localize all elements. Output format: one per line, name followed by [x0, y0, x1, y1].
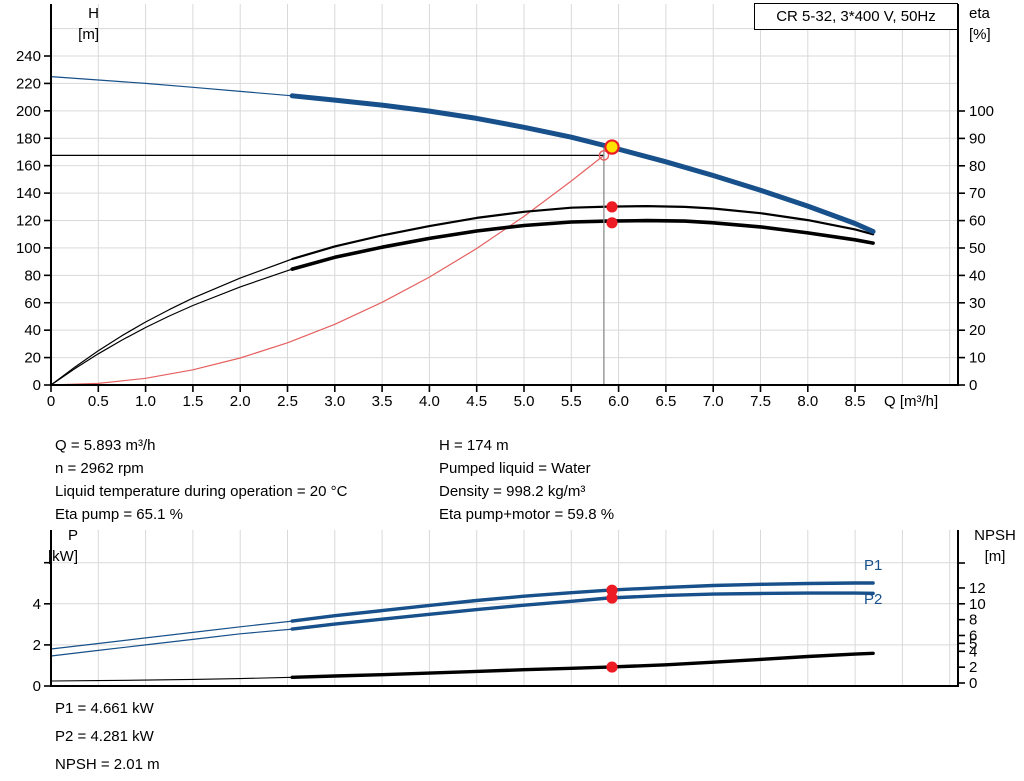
info-n: n = 2962 rpm [55, 460, 144, 477]
eta-pump-curve [291, 205, 875, 261]
qh-eta-chart-right-tick-label: 60 [969, 213, 986, 230]
p1-curve-thin [50, 620, 293, 650]
qh-eta-chart-x-tick-label: 5.5 [561, 393, 582, 410]
qh-eta-chart-x-tick-label: 0.5 [88, 393, 109, 410]
duty-point [604, 139, 620, 155]
power-npsh-chart-left-tick-label: 0 [33, 678, 41, 695]
info-eta-pump: Eta pump = 65.1 % [55, 506, 183, 523]
info-npsh: NPSH = 2.01 m [55, 756, 160, 773]
info-h: H = 174 m [439, 437, 509, 454]
power-npsh-chart-right-tick-label: 5 [969, 635, 977, 652]
qh-eta-chart-x-tick-label: 7.0 [703, 393, 724, 410]
npsh-duty-dot [606, 661, 618, 673]
qh-eta-chart-x-tick-label: 5.0 [514, 393, 535, 410]
qh-eta-chart-left-tick-label: 240 [16, 48, 41, 65]
power-npsh-chart-right-tick-label: 4 [969, 643, 977, 660]
qh-eta-chart-x-tick-label: 6.5 [655, 393, 676, 410]
p2-curve-thin [50, 628, 293, 657]
eta-axis-label: eta [%] [969, 5, 991, 43]
eta-motor-curve [290, 218, 875, 271]
q-axis-label: Q [m³/h] [884, 393, 939, 410]
power-npsh-chart-right-tick-label: 12 [969, 580, 986, 597]
hq-curve-thin [50, 76, 293, 97]
qh-eta-chart-x-tick-label: 1.0 [135, 393, 156, 410]
p2-curve-label: P2 [864, 591, 883, 608]
qh-eta-chart-right-tick-label: 10 [969, 350, 986, 367]
qh-eta-chart-x-tick-label: 6.0 [608, 393, 629, 410]
qh-eta-chart-right-tick-label: 0 [969, 377, 977, 394]
p1-duty-dot [606, 584, 618, 596]
qh-eta-chart-left-tick-label: 220 [16, 75, 41, 92]
qh-eta-chart-x-tick-label: 0 [47, 393, 55, 410]
qh-eta-chart-x-tick-label: 4.5 [466, 393, 487, 410]
qh-eta-chart-left-tick-label: 180 [16, 130, 41, 147]
qh-eta-chart-right-tick-label: 80 [969, 158, 986, 175]
power-npsh-chart-right-tick-label: 2 [969, 659, 977, 676]
qh-eta-chart-x-tick-label: 1.5 [182, 393, 203, 410]
qh-eta-chart-right-tick-label: 90 [969, 130, 986, 147]
npsh-curve-thin [50, 676, 293, 682]
info-p2: P2 = 4.281 kW [55, 728, 154, 745]
qh-eta-chart-right-tick-label: 20 [969, 322, 986, 339]
qh-eta-chart-right-tick-label: 30 [969, 295, 986, 312]
h-axis-label: H [m] [78, 5, 99, 43]
power-npsh-chart-right-tick-label: 8 [969, 612, 977, 629]
eta-pump-duty-dot [606, 201, 618, 213]
qh-eta-chart-left-tick-label: 0 [33, 377, 41, 394]
qh-eta-chart-x-tick-label: 3.0 [324, 393, 345, 410]
power-npsh-chart-right-tick-label: 0 [969, 675, 977, 692]
qh-eta-chart-x-tick-label: 8.5 [845, 393, 866, 410]
power-npsh-chart-right-tick-label: 6 [969, 627, 977, 644]
qh-eta-chart-left-tick-label: 100 [16, 240, 41, 257]
qh-eta-chart-left-tick-label: 60 [24, 295, 41, 312]
info-density: Density = 998.2 kg/m³ [439, 483, 586, 500]
qh-eta-chart-right-tick-label: 40 [969, 267, 986, 284]
qh-eta-chart-left-tick-label: 160 [16, 158, 41, 175]
npsh-curve [290, 651, 875, 679]
qh-eta-chart-x-tick-label: 8.0 [797, 393, 818, 410]
power-npsh-chart-right-tick-label: 10 [969, 596, 986, 613]
qh-eta-chart-right-tick-label: 100 [969, 103, 994, 120]
qh-eta-chart-left-tick-label: 120 [16, 213, 41, 230]
qh-eta-chart-left-tick-label: 20 [24, 350, 41, 367]
eta-motor-curve-thin [50, 268, 293, 386]
eta-pump-curve-thin [50, 258, 293, 386]
qh-eta-chart-right-tick-label: 50 [969, 240, 986, 257]
power-npsh-chart-left-tick-label: 4 [33, 596, 41, 613]
qh-eta-chart-x-tick-label: 2.5 [277, 393, 298, 410]
p1-curve [290, 581, 875, 623]
npsh-axis-label: NPSH [m] [974, 527, 1016, 565]
hq-curve [289, 93, 876, 234]
info-q: Q = 5.893 m³/h [55, 437, 156, 454]
qh-eta-chart-x-tick-label: 4.0 [419, 393, 440, 410]
info-liquid-temp: Liquid temperature during operation = 20… [55, 483, 348, 500]
qh-eta-chart-right-tick-label: 70 [969, 185, 986, 202]
qh-eta-chart-x-tick-label: 2.0 [230, 393, 251, 410]
p2-curve [290, 591, 875, 631]
info-p1: P1 = 4.661 kW [55, 700, 154, 717]
eta-motor-duty-dot [606, 217, 618, 229]
info-pumped-liquid: Pumped liquid = Water [439, 460, 591, 477]
qh-eta-chart-x-tick-label: 3.5 [372, 393, 393, 410]
info-eta-pump-motor: Eta pump+motor = 59.8 % [439, 506, 615, 523]
title-box-label: CR 5-32, 3*400 V, 50Hz [776, 8, 936, 25]
qh-eta-chart-left-tick-label: 200 [16, 103, 41, 120]
qh-eta-chart-left-tick-label: 40 [24, 322, 41, 339]
title-box: CR 5-32, 3*400 V, 50Hz [754, 3, 958, 30]
p1-curve-label: P1 [864, 557, 883, 574]
system-duty-circle [598, 150, 610, 161]
qh-eta-chart-x-tick-label: 7.5 [750, 393, 771, 410]
qh-eta-chart-left-tick-label: 140 [16, 185, 41, 202]
power-npsh-chart-left-tick-label: 2 [33, 637, 41, 654]
system-curve [50, 154, 605, 386]
p2-duty-dot [606, 592, 618, 604]
p-axis-label: P [kW] [48, 527, 78, 565]
qh-eta-chart-left-tick-label: 80 [24, 267, 41, 284]
